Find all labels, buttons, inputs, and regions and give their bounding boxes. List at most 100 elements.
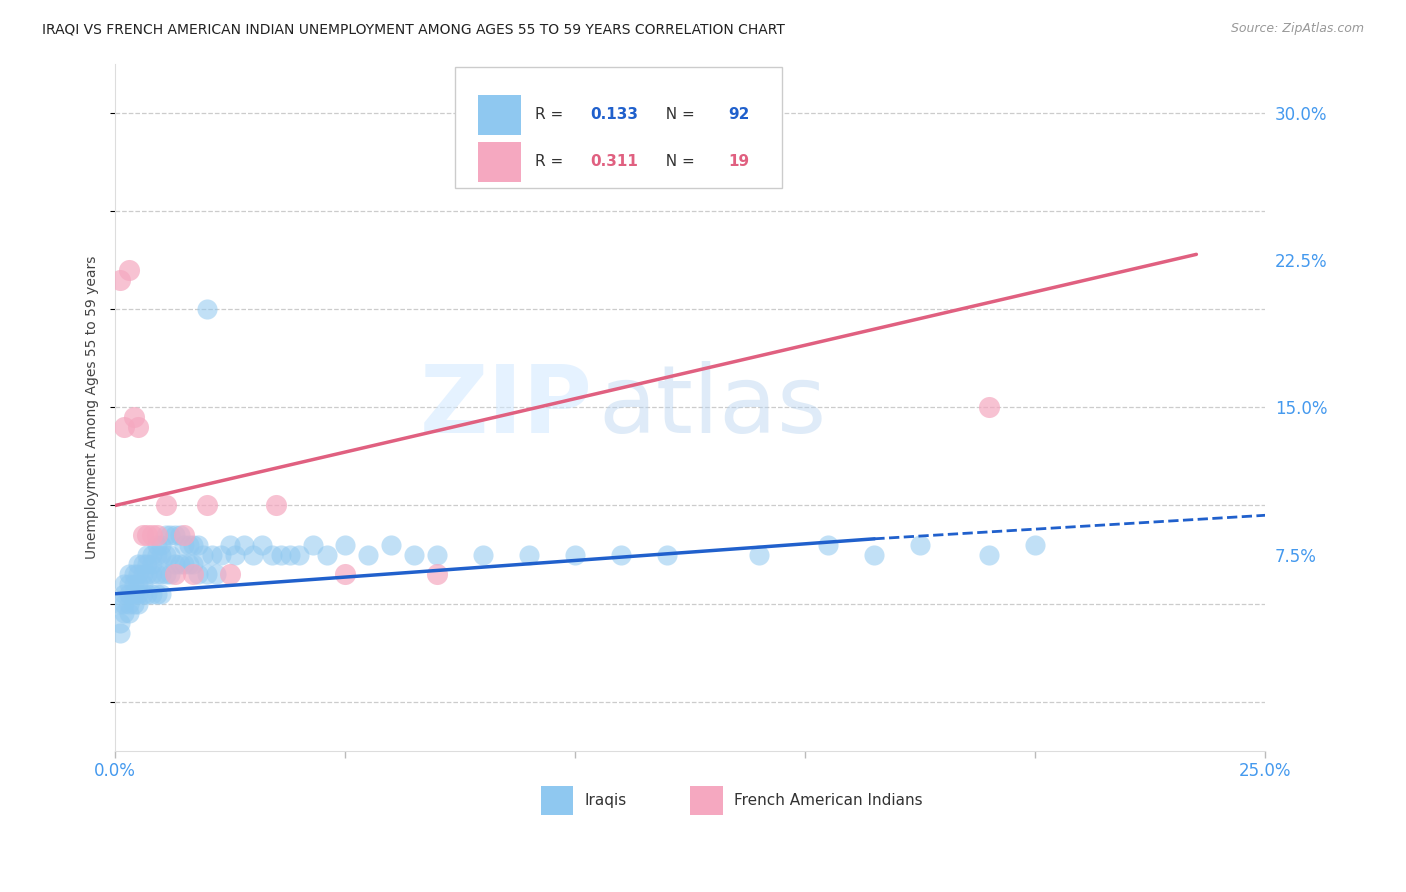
Point	[242, 548, 264, 562]
Point	[335, 538, 357, 552]
Point	[127, 420, 149, 434]
Point	[748, 548, 770, 562]
Point	[127, 587, 149, 601]
Text: Iraqis: Iraqis	[585, 793, 627, 807]
Point	[219, 567, 242, 582]
Text: N =: N =	[655, 154, 699, 169]
Point	[132, 567, 155, 582]
Point	[114, 420, 136, 434]
Bar	[478, 142, 522, 182]
Point	[155, 567, 177, 582]
Point	[122, 577, 145, 591]
Point	[278, 548, 301, 562]
Point	[187, 538, 209, 552]
Text: R =: R =	[536, 154, 568, 169]
Text: IRAQI VS FRENCH AMERICAN INDIAN UNEMPLOYMENT AMONG AGES 55 TO 59 YEARS CORRELATI: IRAQI VS FRENCH AMERICAN INDIAN UNEMPLOY…	[42, 22, 785, 37]
Point	[302, 538, 325, 552]
Y-axis label: Unemployment Among Ages 55 to 59 years: Unemployment Among Ages 55 to 59 years	[86, 256, 100, 559]
Point	[141, 548, 163, 562]
Point	[118, 607, 141, 621]
Point	[150, 548, 173, 562]
Point	[150, 538, 173, 552]
Point	[155, 528, 177, 542]
Point	[108, 626, 131, 640]
Point	[136, 528, 159, 542]
Point	[910, 538, 932, 552]
Point	[863, 548, 886, 562]
Point	[118, 263, 141, 277]
Point	[979, 401, 1001, 415]
Text: Source: ZipAtlas.com: Source: ZipAtlas.com	[1230, 22, 1364, 36]
Point	[195, 302, 218, 317]
Point	[127, 567, 149, 582]
Point	[127, 558, 149, 572]
Point	[357, 548, 380, 562]
Point	[118, 597, 141, 611]
Point	[114, 597, 136, 611]
Point	[195, 567, 218, 582]
Point	[183, 538, 205, 552]
Point	[108, 273, 131, 287]
Point	[141, 558, 163, 572]
Point	[136, 567, 159, 582]
FancyBboxPatch shape	[454, 68, 782, 187]
Point	[1024, 538, 1046, 552]
Point	[173, 528, 195, 542]
Point	[165, 528, 187, 542]
Point	[132, 528, 155, 542]
Point	[173, 538, 195, 552]
Text: 0.311: 0.311	[591, 154, 638, 169]
Point	[165, 567, 187, 582]
Point	[159, 567, 181, 582]
Bar	[541, 786, 574, 814]
Point	[136, 587, 159, 601]
Point	[173, 558, 195, 572]
Point	[145, 538, 167, 552]
Point	[426, 548, 449, 562]
Text: 0.133: 0.133	[591, 107, 638, 122]
Point	[219, 538, 242, 552]
Point	[122, 597, 145, 611]
Point	[136, 558, 159, 572]
Point	[817, 538, 839, 552]
Point	[155, 499, 177, 513]
Point	[610, 548, 633, 562]
Text: R =: R =	[536, 107, 568, 122]
Text: 19: 19	[728, 154, 749, 169]
Point	[145, 587, 167, 601]
Point	[118, 577, 141, 591]
Point	[169, 528, 191, 542]
Point	[127, 597, 149, 611]
Point	[266, 499, 288, 513]
Point	[122, 587, 145, 601]
Point	[187, 567, 209, 582]
Point	[108, 616, 131, 631]
Text: ZIP: ZIP	[420, 361, 592, 453]
Point	[472, 548, 495, 562]
Point	[118, 567, 141, 582]
Point	[404, 548, 426, 562]
Point	[136, 548, 159, 562]
Point	[380, 538, 402, 552]
Text: 92: 92	[728, 107, 749, 122]
Point	[145, 528, 167, 542]
Point	[114, 577, 136, 591]
Point	[201, 548, 224, 562]
Point	[159, 548, 181, 562]
Point	[205, 567, 228, 582]
Point	[288, 548, 311, 562]
Point	[127, 577, 149, 591]
Text: atlas: atlas	[599, 361, 827, 453]
Point	[150, 587, 173, 601]
Point	[132, 558, 155, 572]
Point	[270, 548, 292, 562]
Point	[145, 548, 167, 562]
Point	[260, 548, 283, 562]
Point	[233, 538, 256, 552]
Point	[177, 538, 200, 552]
Point	[118, 587, 141, 601]
Point	[177, 558, 200, 572]
Bar	[690, 786, 723, 814]
Point	[132, 587, 155, 601]
Point	[183, 567, 205, 582]
